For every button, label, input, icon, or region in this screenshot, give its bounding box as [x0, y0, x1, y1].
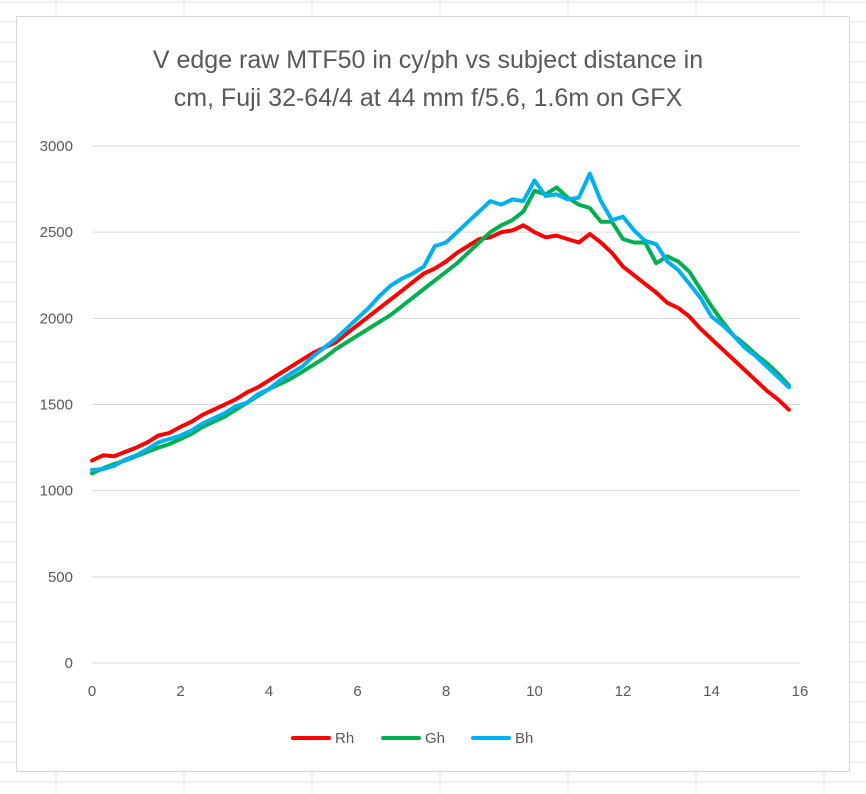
series-line-rh[interactable] [90, 223, 791, 463]
x-tick-label: 12 [615, 683, 632, 700]
chart-title-line-1: V edge raw MTF50 in cy/ph vs subject dis… [153, 46, 703, 74]
series-lines [90, 171, 791, 476]
y-tick-label: 1000 [40, 483, 73, 500]
chart-title-line-2: cm, Fuji 32-64/4 at 44 mm f/5.6, 1.6m on… [174, 84, 683, 112]
x-tick-label: 2 [176, 683, 184, 700]
horizontal-gridlines [92, 145, 800, 664]
x-tick-label: 14 [703, 683, 720, 700]
y-tick-label: 2000 [40, 310, 73, 327]
legend[interactable]: Rh Gh Bh [291, 730, 533, 747]
x-tick-label: 10 [526, 683, 543, 700]
x-tick-label: 4 [265, 683, 273, 700]
legend-label-gh[interactable]: Gh [425, 730, 445, 747]
x-tick-label: 8 [442, 683, 450, 700]
y-tick-label: 0 [65, 655, 73, 672]
legend-label-rh[interactable]: Rh [335, 730, 354, 747]
y-axis-tick-labels: 0 500 1000 1500 2000 2500 3000 [40, 138, 73, 672]
y-tick-label: 1500 [40, 397, 73, 414]
x-tick-label: 6 [353, 683, 361, 700]
x-tick-label: 0 [88, 683, 96, 700]
y-tick-label: 2500 [40, 224, 73, 241]
chart-area[interactable]: V edge raw MTF50 in cy/ph vs subject dis… [16, 16, 850, 772]
x-axis-tick-labels: 0 2 4 6 8 10 12 14 16 [88, 683, 809, 700]
legend-label-bh[interactable]: Bh [515, 730, 533, 747]
y-tick-label: 3000 [40, 138, 73, 155]
x-tick-label: 16 [792, 683, 809, 700]
line-chart: V edge raw MTF50 in cy/ph vs subject dis… [40, 46, 809, 747]
series-line-bh[interactable] [90, 171, 791, 472]
y-tick-label: 500 [48, 569, 73, 586]
series-line-gh[interactable] [90, 185, 791, 476]
